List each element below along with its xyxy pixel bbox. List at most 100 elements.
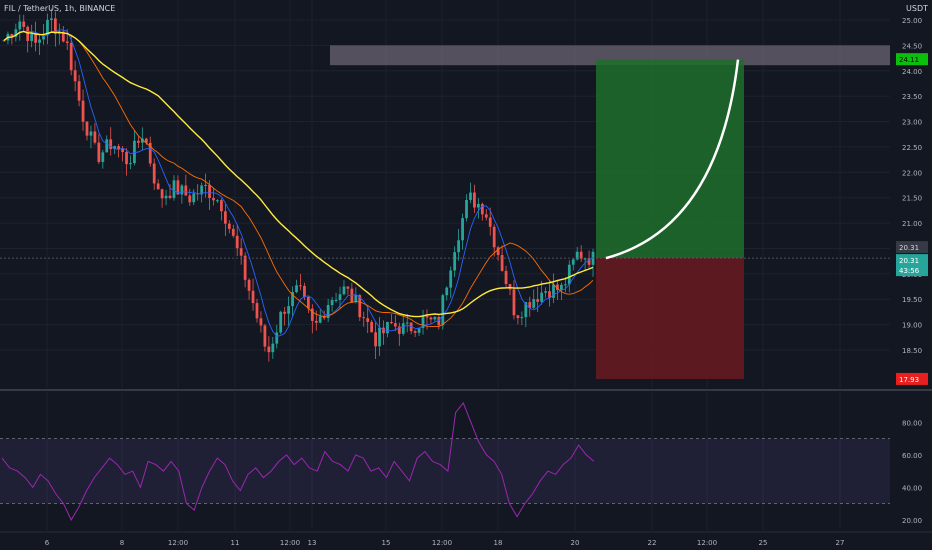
- candle[interactable]: [105, 139, 109, 153]
- candle[interactable]: [540, 292, 544, 302]
- candle[interactable]: [73, 70, 77, 82]
- candle[interactable]: [457, 240, 460, 253]
- candle[interactable]: [125, 152, 128, 165]
- candle[interactable]: [287, 306, 291, 314]
- candle[interactable]: [77, 81, 81, 101]
- candle[interactable]: [366, 318, 370, 322]
- candle[interactable]: [552, 284, 555, 298]
- candle[interactable]: [461, 218, 464, 241]
- profit-zone[interactable]: [596, 59, 744, 259]
- candle[interactable]: [520, 317, 524, 319]
- candle[interactable]: [330, 300, 334, 306]
- candle[interactable]: [405, 322, 409, 324]
- candle[interactable]: [30, 33, 34, 41]
- candle[interactable]: [437, 317, 441, 326]
- candle[interactable]: [488, 217, 492, 227]
- candle[interactable]: [121, 148, 124, 153]
- candle[interactable]: [101, 152, 105, 162]
- candle[interactable]: [370, 321, 374, 333]
- candle[interactable]: [22, 21, 26, 27]
- candle[interactable]: [220, 200, 223, 212]
- candle[interactable]: [89, 131, 93, 136]
- candle[interactable]: [140, 138, 144, 143]
- candle[interactable]: [18, 21, 22, 30]
- candle[interactable]: [259, 318, 263, 326]
- candle[interactable]: [524, 302, 528, 318]
- time-axis[interactable]: 6 8 12:00 11 12:00 13 15 12:00 18 20 22 12:00 25 27: [0, 531, 932, 547]
- candle[interactable]: [255, 303, 259, 319]
- candle[interactable]: [184, 185, 188, 196]
- candle[interactable]: [390, 321, 393, 324]
- candle[interactable]: [393, 323, 397, 327]
- candle[interactable]: [314, 320, 318, 323]
- candle[interactable]: [42, 35, 45, 40]
- candle[interactable]: [69, 42, 73, 71]
- candle[interactable]: [38, 39, 41, 43]
- ma-mid-line[interactable]: [3, 31, 594, 328]
- candle[interactable]: [492, 226, 496, 248]
- candle[interactable]: [109, 139, 113, 150]
- candle[interactable]: [484, 214, 488, 218]
- candle[interactable]: [445, 287, 449, 296]
- candle[interactable]: [239, 248, 243, 256]
- ma-slow-line[interactable]: [3, 30, 594, 318]
- candle[interactable]: [441, 295, 445, 326]
- candle[interactable]: [386, 321, 389, 334]
- candle[interactable]: [362, 317, 366, 319]
- candle[interactable]: [382, 327, 385, 334]
- candle[interactable]: [50, 18, 53, 20]
- candle[interactable]: [97, 142, 101, 162]
- candle[interactable]: [267, 346, 271, 353]
- candle[interactable]: [53, 18, 57, 34]
- candle[interactable]: [532, 299, 536, 308]
- candle[interactable]: [93, 131, 97, 143]
- candle[interactable]: [247, 279, 251, 291]
- loss-zone[interactable]: [596, 258, 744, 379]
- candle[interactable]: [453, 252, 457, 271]
- candle[interactable]: [310, 308, 314, 321]
- candle[interactable]: [548, 291, 551, 298]
- candle[interactable]: [148, 142, 152, 164]
- candle[interactable]: [508, 283, 512, 290]
- candle[interactable]: [180, 185, 184, 195]
- candle[interactable]: [587, 258, 591, 265]
- candle[interactable]: [168, 195, 172, 198]
- candle[interactable]: [85, 121, 89, 136]
- candle[interactable]: [567, 264, 571, 285]
- candle[interactable]: [417, 327, 421, 333]
- candle[interactable]: [216, 200, 219, 202]
- candle[interactable]: [397, 326, 401, 334]
- candle[interactable]: [144, 138, 148, 143]
- candle[interactable]: [160, 189, 164, 199]
- price-pane[interactable]: 25.00 24.50 24.00 23.50 23.00 22.50 22.00 21.50…: [0, 0, 928, 388]
- candle[interactable]: [500, 255, 504, 271]
- candle[interactable]: [34, 33, 37, 43]
- candle[interactable]: [231, 228, 235, 236]
- candle[interactable]: [326, 305, 330, 319]
- candle[interactable]: [476, 203, 480, 208]
- candle[interactable]: [504, 270, 508, 284]
- candle[interactable]: [563, 284, 567, 286]
- candle[interactable]: [496, 247, 500, 256]
- candle[interactable]: [342, 286, 346, 295]
- candle[interactable]: [512, 289, 516, 316]
- candle[interactable]: [429, 317, 433, 320]
- candle[interactable]: [401, 323, 405, 334]
- candle[interactable]: [306, 297, 310, 309]
- rsi-pane[interactable]: 80.00 60.00 40.00 20.00: [0, 392, 922, 530]
- candle[interactable]: [212, 197, 215, 201]
- candle[interactable]: [2, 40, 6, 42]
- candle[interactable]: [516, 315, 520, 319]
- candle[interactable]: [176, 180, 180, 195]
- candle[interactable]: [473, 192, 476, 208]
- candle[interactable]: [129, 163, 132, 165]
- candle[interactable]: [156, 183, 160, 190]
- candle[interactable]: [10, 34, 14, 37]
- candle[interactable]: [295, 285, 298, 293]
- candle[interactable]: [536, 299, 540, 302]
- candle[interactable]: [358, 295, 362, 318]
- candle[interactable]: [243, 255, 247, 280]
- ma-fast-line[interactable]: [3, 29, 594, 337]
- candle[interactable]: [322, 316, 326, 319]
- candle[interactable]: [571, 259, 575, 265]
